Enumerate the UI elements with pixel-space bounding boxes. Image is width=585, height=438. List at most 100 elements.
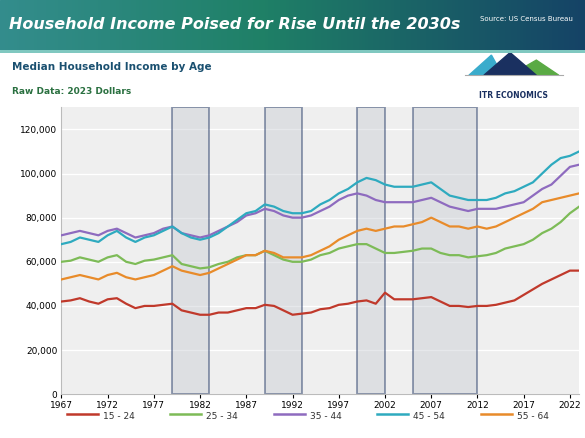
Bar — [158, 0, 161, 50]
Bar — [155, 0, 158, 50]
Bar — [173, 107, 209, 394]
Bar — [70, 0, 73, 50]
Bar — [386, 0, 389, 50]
Bar — [181, 0, 184, 50]
Text: 15 - 24: 15 - 24 — [103, 412, 135, 420]
Bar — [143, 0, 146, 50]
Bar — [102, 0, 105, 50]
Bar — [41, 0, 44, 50]
Bar — [278, 0, 281, 50]
Bar — [88, 0, 91, 50]
Bar — [214, 0, 216, 50]
Bar — [269, 0, 272, 50]
Bar — [161, 0, 164, 50]
Bar — [582, 0, 585, 50]
Bar — [129, 0, 132, 50]
Bar — [76, 0, 79, 50]
Bar — [205, 0, 208, 50]
Text: 35 - 44: 35 - 44 — [310, 412, 342, 420]
Bar — [480, 0, 483, 50]
Bar — [398, 0, 401, 50]
Bar — [547, 0, 550, 50]
Bar — [392, 0, 395, 50]
Bar — [231, 0, 234, 50]
Bar — [298, 0, 301, 50]
Bar — [357, 107, 385, 394]
Bar — [339, 0, 342, 50]
Bar — [287, 0, 290, 50]
Bar — [424, 0, 427, 50]
Bar — [225, 0, 228, 50]
Bar — [363, 0, 366, 50]
Bar — [380, 0, 383, 50]
Bar — [292, 0, 295, 50]
Bar — [322, 0, 325, 50]
Bar — [342, 0, 345, 50]
Bar — [47, 0, 50, 50]
Bar — [407, 0, 410, 50]
Polygon shape — [469, 55, 503, 75]
Bar — [477, 0, 480, 50]
Bar — [222, 0, 225, 50]
Bar — [488, 0, 491, 50]
Bar — [421, 0, 424, 50]
Bar — [252, 0, 254, 50]
Bar — [576, 0, 579, 50]
Bar — [412, 0, 415, 50]
Bar — [413, 107, 477, 394]
Bar — [529, 0, 532, 50]
Bar — [418, 0, 421, 50]
Bar — [187, 0, 190, 50]
Bar — [254, 0, 257, 50]
Bar — [506, 0, 509, 50]
Bar — [345, 0, 348, 50]
Bar — [246, 0, 249, 50]
Bar — [184, 0, 187, 50]
Bar — [468, 0, 471, 50]
Bar — [243, 0, 246, 50]
Bar — [442, 0, 445, 50]
Bar — [26, 0, 29, 50]
Bar — [219, 0, 222, 50]
Bar — [20, 0, 23, 50]
Bar — [58, 0, 61, 50]
Bar — [234, 0, 237, 50]
Bar — [532, 0, 535, 50]
Bar — [281, 0, 284, 50]
Bar — [170, 0, 173, 50]
Bar — [12, 0, 15, 50]
Bar — [132, 0, 135, 50]
Bar — [307, 0, 310, 50]
Bar — [415, 0, 418, 50]
Bar — [336, 0, 339, 50]
Bar — [284, 0, 287, 50]
Bar — [275, 0, 278, 50]
Text: 25 - 34: 25 - 34 — [207, 412, 238, 420]
Bar — [257, 0, 260, 50]
Bar — [524, 0, 526, 50]
Bar — [61, 0, 64, 50]
Bar — [18, 0, 20, 50]
Bar — [486, 0, 488, 50]
Text: Raw Data: 2023 Dollars: Raw Data: 2023 Dollars — [12, 87, 131, 96]
Bar — [319, 0, 322, 50]
Bar — [167, 0, 170, 50]
Bar — [553, 0, 556, 50]
Bar — [573, 0, 576, 50]
Bar — [211, 0, 214, 50]
Bar — [333, 0, 336, 50]
Bar — [146, 0, 149, 50]
Bar — [290, 0, 292, 50]
Bar — [6, 0, 9, 50]
Bar — [401, 0, 404, 50]
Bar — [152, 0, 155, 50]
Bar — [354, 0, 357, 50]
Bar — [389, 0, 392, 50]
Bar — [371, 0, 374, 50]
Bar — [208, 0, 211, 50]
Bar — [35, 0, 38, 50]
Text: Source: US Census Bureau: Source: US Census Bureau — [480, 16, 573, 22]
Bar — [550, 0, 553, 50]
Bar — [374, 0, 377, 50]
Bar — [331, 0, 333, 50]
